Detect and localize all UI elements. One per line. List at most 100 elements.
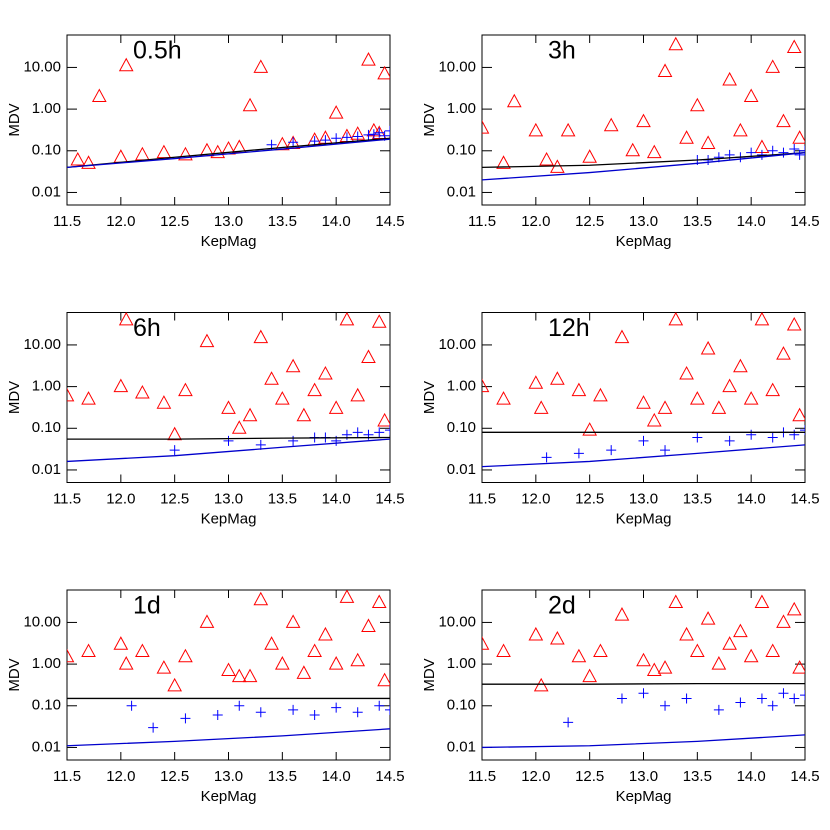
plus-point	[756, 693, 767, 704]
triangle-point	[274, 391, 290, 405]
triangle-point	[496, 391, 511, 405]
plot-area	[482, 312, 805, 468]
chart-title: 6h	[133, 314, 161, 342]
panel: 11.5 12.0 12.5 13.0 13.5 14.0 14.5 0.01 0.10 1.00…	[421, 34, 820, 250]
plus-point	[735, 697, 746, 708]
plus-point	[331, 702, 342, 713]
x-axis-label: KepMag	[616, 788, 672, 805]
triangle-point	[70, 151, 86, 166]
y-tick-label: 10.00	[23, 58, 61, 75]
chart-title: 1d	[133, 592, 161, 620]
triangle-point	[253, 59, 269, 73]
triangle-point	[81, 643, 96, 658]
triangle-point	[135, 643, 150, 658]
triangle-point	[264, 636, 279, 650]
triangle-point	[646, 662, 662, 677]
chart-title: 2d	[548, 592, 576, 620]
x-tick-label: 13.0	[629, 213, 658, 230]
x-axis-label: KepMag	[201, 233, 257, 250]
x-tick-label: 12.0	[521, 490, 550, 507]
y-tick-label: 0.10	[447, 419, 476, 436]
triangle-point	[786, 316, 802, 331]
y-tick-label: 1.00	[32, 378, 61, 395]
x-axis-label: KepMag	[616, 510, 672, 527]
triangle-point	[700, 135, 716, 149]
triangle-point	[765, 643, 781, 658]
plot-frame	[66, 589, 391, 761]
triangle-point	[533, 677, 549, 692]
triangle-point	[679, 626, 694, 641]
y-tick-label: 10.00	[438, 58, 476, 75]
plus-point	[660, 445, 671, 456]
plus-point	[385, 704, 390, 715]
triangle-point	[528, 375, 544, 389]
x-tick-label: 14.5	[790, 490, 819, 507]
triangle-point	[614, 607, 630, 621]
plus-point	[573, 448, 584, 459]
triangle-point	[328, 656, 344, 670]
y-tick-label: 1.00	[447, 655, 476, 672]
x-tick-label: 14.0	[322, 768, 351, 785]
triangle-point	[91, 88, 107, 103]
triangle-point	[371, 594, 387, 609]
x-tick-label: 14.5	[790, 768, 819, 785]
triangle-point	[689, 97, 705, 112]
x-tick-label: 12.0	[106, 490, 135, 507]
plus-point	[767, 432, 778, 443]
triangle-point	[350, 387, 366, 402]
x-axis-label: KepMag	[201, 788, 257, 805]
triangle-point	[646, 412, 662, 427]
triangle-point	[231, 420, 247, 434]
chart-title: 12h	[548, 314, 590, 342]
triangle-point	[657, 660, 673, 674]
plus-point	[800, 690, 805, 701]
line	[67, 436, 390, 440]
y-axis-label: MDV	[421, 658, 438, 691]
triangle-point	[167, 426, 183, 441]
line	[67, 138, 390, 169]
triangle-point	[361, 618, 376, 632]
y-tick-label: 0.10	[32, 142, 61, 159]
triangle-point	[285, 358, 301, 373]
panel: 11.5 12.0 12.5 13.0 13.5 14.0 14.5 0.01 0.10 1.00…	[6, 589, 405, 805]
triangle-point	[646, 144, 662, 159]
triangle-point	[113, 149, 129, 163]
triangle-point	[199, 614, 215, 628]
plot-frame	[481, 34, 806, 206]
triangle-point	[242, 668, 258, 683]
y-tick-label: 0.01	[447, 461, 476, 478]
triangle-point	[743, 391, 759, 405]
triangle-point	[636, 113, 651, 128]
triangle-point	[593, 643, 608, 658]
triangle-point	[786, 601, 802, 616]
triangle-point	[135, 385, 150, 399]
y-tick-label: 10.00	[23, 336, 61, 353]
triangle-point	[482, 378, 490, 393]
triangle-point	[307, 643, 322, 658]
triangle-point	[528, 122, 544, 137]
plot-frame	[66, 34, 391, 206]
y-axis-label: MDV	[6, 658, 23, 691]
x-tick-label: 12.5	[160, 490, 189, 507]
plus-point	[385, 425, 390, 436]
plus-point	[148, 722, 159, 733]
plus-point	[363, 129, 374, 140]
triangle-point	[156, 660, 172, 674]
x-tick-label: 13.5	[268, 768, 297, 785]
triangle-point	[67, 387, 75, 402]
x-tick-label: 13.5	[683, 490, 712, 507]
x-tick-label: 14.5	[790, 213, 819, 230]
plot-area	[67, 52, 390, 169]
plus-point	[800, 145, 805, 156]
triangle-point	[668, 312, 684, 326]
y-axis-label: MDV	[421, 103, 438, 136]
y-tick-label: 0.01	[32, 183, 61, 200]
y-tick-label: 0.01	[447, 738, 476, 755]
plus-point	[713, 704, 724, 715]
plus-point	[789, 429, 800, 440]
line	[482, 682, 805, 685]
line	[67, 438, 390, 463]
plus-point	[309, 710, 320, 721]
triangle-point	[528, 626, 544, 641]
panel: 11.5 12.0 12.5 13.0 13.5 14.0 14.5 0.01 0.10 1.00…	[6, 34, 405, 250]
